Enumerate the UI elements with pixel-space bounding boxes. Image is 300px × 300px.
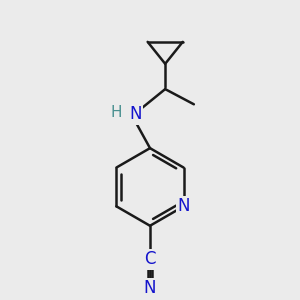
Text: C: C bbox=[144, 250, 156, 268]
Text: N: N bbox=[129, 105, 142, 123]
Text: N: N bbox=[177, 197, 190, 215]
Text: H: H bbox=[110, 105, 122, 120]
Text: N: N bbox=[144, 279, 156, 297]
